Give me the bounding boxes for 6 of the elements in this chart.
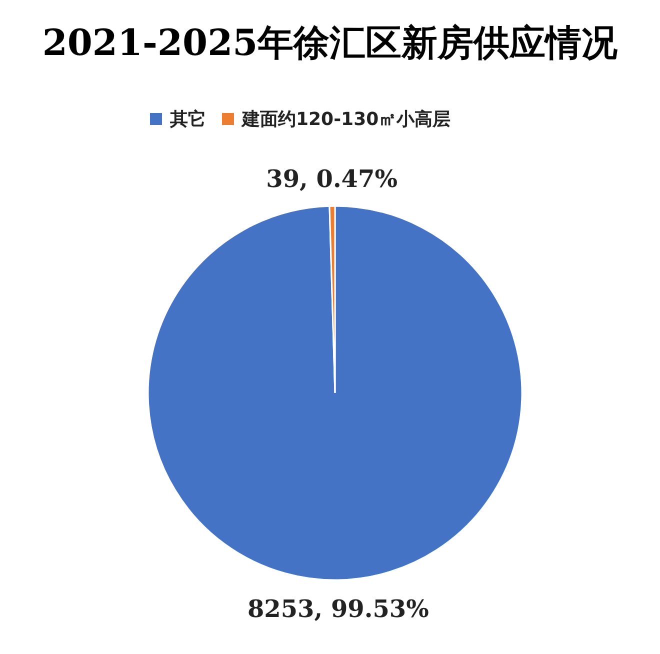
legend-label: 其它 (169, 109, 206, 130)
chart-title: 2021-2025年徐汇区新房供应情况 (42, 22, 618, 64)
pie-slice (147, 205, 523, 581)
data-label: 39, 0.47% (266, 164, 398, 194)
data-label: 8253, 99.53% (247, 594, 430, 623)
legend-label: 建面约120-130㎡小高层 (240, 109, 451, 130)
